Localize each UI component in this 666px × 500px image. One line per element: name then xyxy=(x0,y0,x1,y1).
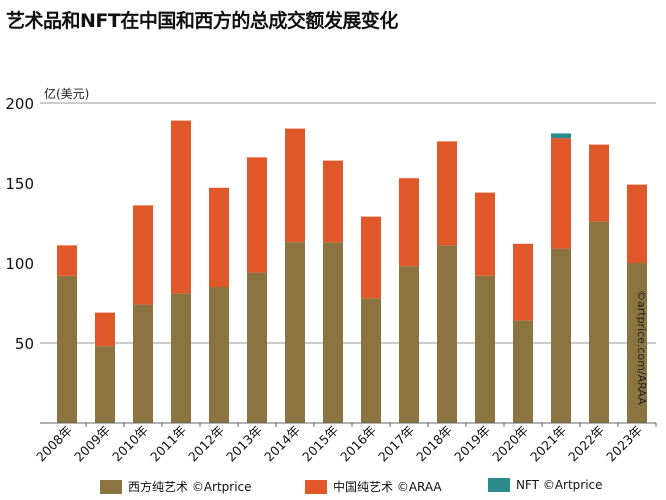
bar-segment xyxy=(513,243,533,321)
bar-segment xyxy=(323,242,343,423)
x-tick-label: 2013年 xyxy=(223,423,265,465)
legend-swatch xyxy=(100,479,122,494)
y-tick-label: 50 xyxy=(15,335,34,353)
bar-segment xyxy=(247,157,267,273)
bar-segment xyxy=(57,245,77,276)
x-tick-label: 2008年 xyxy=(33,423,75,465)
x-tick-label: 2009年 xyxy=(71,423,113,465)
x-tick-label: 2023年 xyxy=(603,423,645,465)
bar-segment xyxy=(95,312,115,347)
bar-segment xyxy=(475,275,495,423)
legend-item: 中国纯艺术 ©ARAA xyxy=(305,478,442,495)
x-tick-label: 2020年 xyxy=(489,423,531,465)
bar-segment xyxy=(133,205,153,305)
bar-segment xyxy=(95,346,115,423)
x-tick-label: 2010年 xyxy=(109,423,151,465)
bar-segment xyxy=(247,272,267,423)
x-tick-label: 2012年 xyxy=(185,423,227,465)
bar-segment xyxy=(551,138,571,249)
bar-segment xyxy=(361,298,381,423)
legend-item: 西方纯艺术 ©Artprice xyxy=(100,478,252,495)
bar-segment xyxy=(589,221,609,423)
x-tick-label: 2016年 xyxy=(337,423,379,465)
legend-item: NFT ©Artprice xyxy=(488,478,603,492)
bar-segment xyxy=(209,287,229,423)
bar-segment xyxy=(361,216,381,299)
y-tick-label: 200 xyxy=(5,95,34,113)
bar-segment xyxy=(627,184,647,263)
x-tick-label: 2014年 xyxy=(261,423,303,465)
bar-segment xyxy=(437,141,457,246)
bar-segment xyxy=(589,144,609,222)
bar-segment xyxy=(171,293,191,423)
bar-segment xyxy=(285,242,305,423)
legend-label: 中国纯艺术 ©ARAA xyxy=(333,480,442,494)
bar-segment xyxy=(399,178,419,267)
x-tick-label: 2019年 xyxy=(451,423,493,465)
legend-label: 西方纯艺术 ©Artprice xyxy=(128,480,252,494)
legend-label: NFT ©Artprice xyxy=(516,478,603,492)
bar-segment xyxy=(551,248,571,423)
x-tick-label: 2017年 xyxy=(375,423,417,465)
x-tick-label: 2022年 xyxy=(565,423,607,465)
bar-segment xyxy=(551,133,571,139)
bar-segment xyxy=(475,192,495,276)
y-tick-label: 150 xyxy=(5,175,34,193)
bar-segment xyxy=(209,187,229,287)
y-axis-label: 亿(美元) xyxy=(44,86,89,101)
bar-segment xyxy=(171,120,191,294)
bar-segment xyxy=(627,263,647,423)
bar-segment xyxy=(513,320,533,423)
x-tick-label: 2021年 xyxy=(527,423,569,465)
bar-segment xyxy=(399,266,419,423)
x-tick-label: 2015年 xyxy=(299,423,341,465)
x-tick-label: 2018年 xyxy=(413,423,455,465)
x-tick-label: 2011年 xyxy=(147,423,189,465)
y-tick-label: 100 xyxy=(5,255,34,273)
legend-swatch xyxy=(305,479,327,494)
bar-segment xyxy=(285,128,305,243)
legend-swatch xyxy=(488,478,510,492)
bar-segment xyxy=(323,160,343,243)
bar-segment xyxy=(57,275,77,423)
bar-segment xyxy=(133,304,153,423)
source-credit: ©artprice.com/ARAA xyxy=(635,290,648,405)
bar-segment xyxy=(437,245,457,423)
chart-title: 艺术品和NFT在中国和西方的总成交额发展变化 xyxy=(6,10,398,32)
